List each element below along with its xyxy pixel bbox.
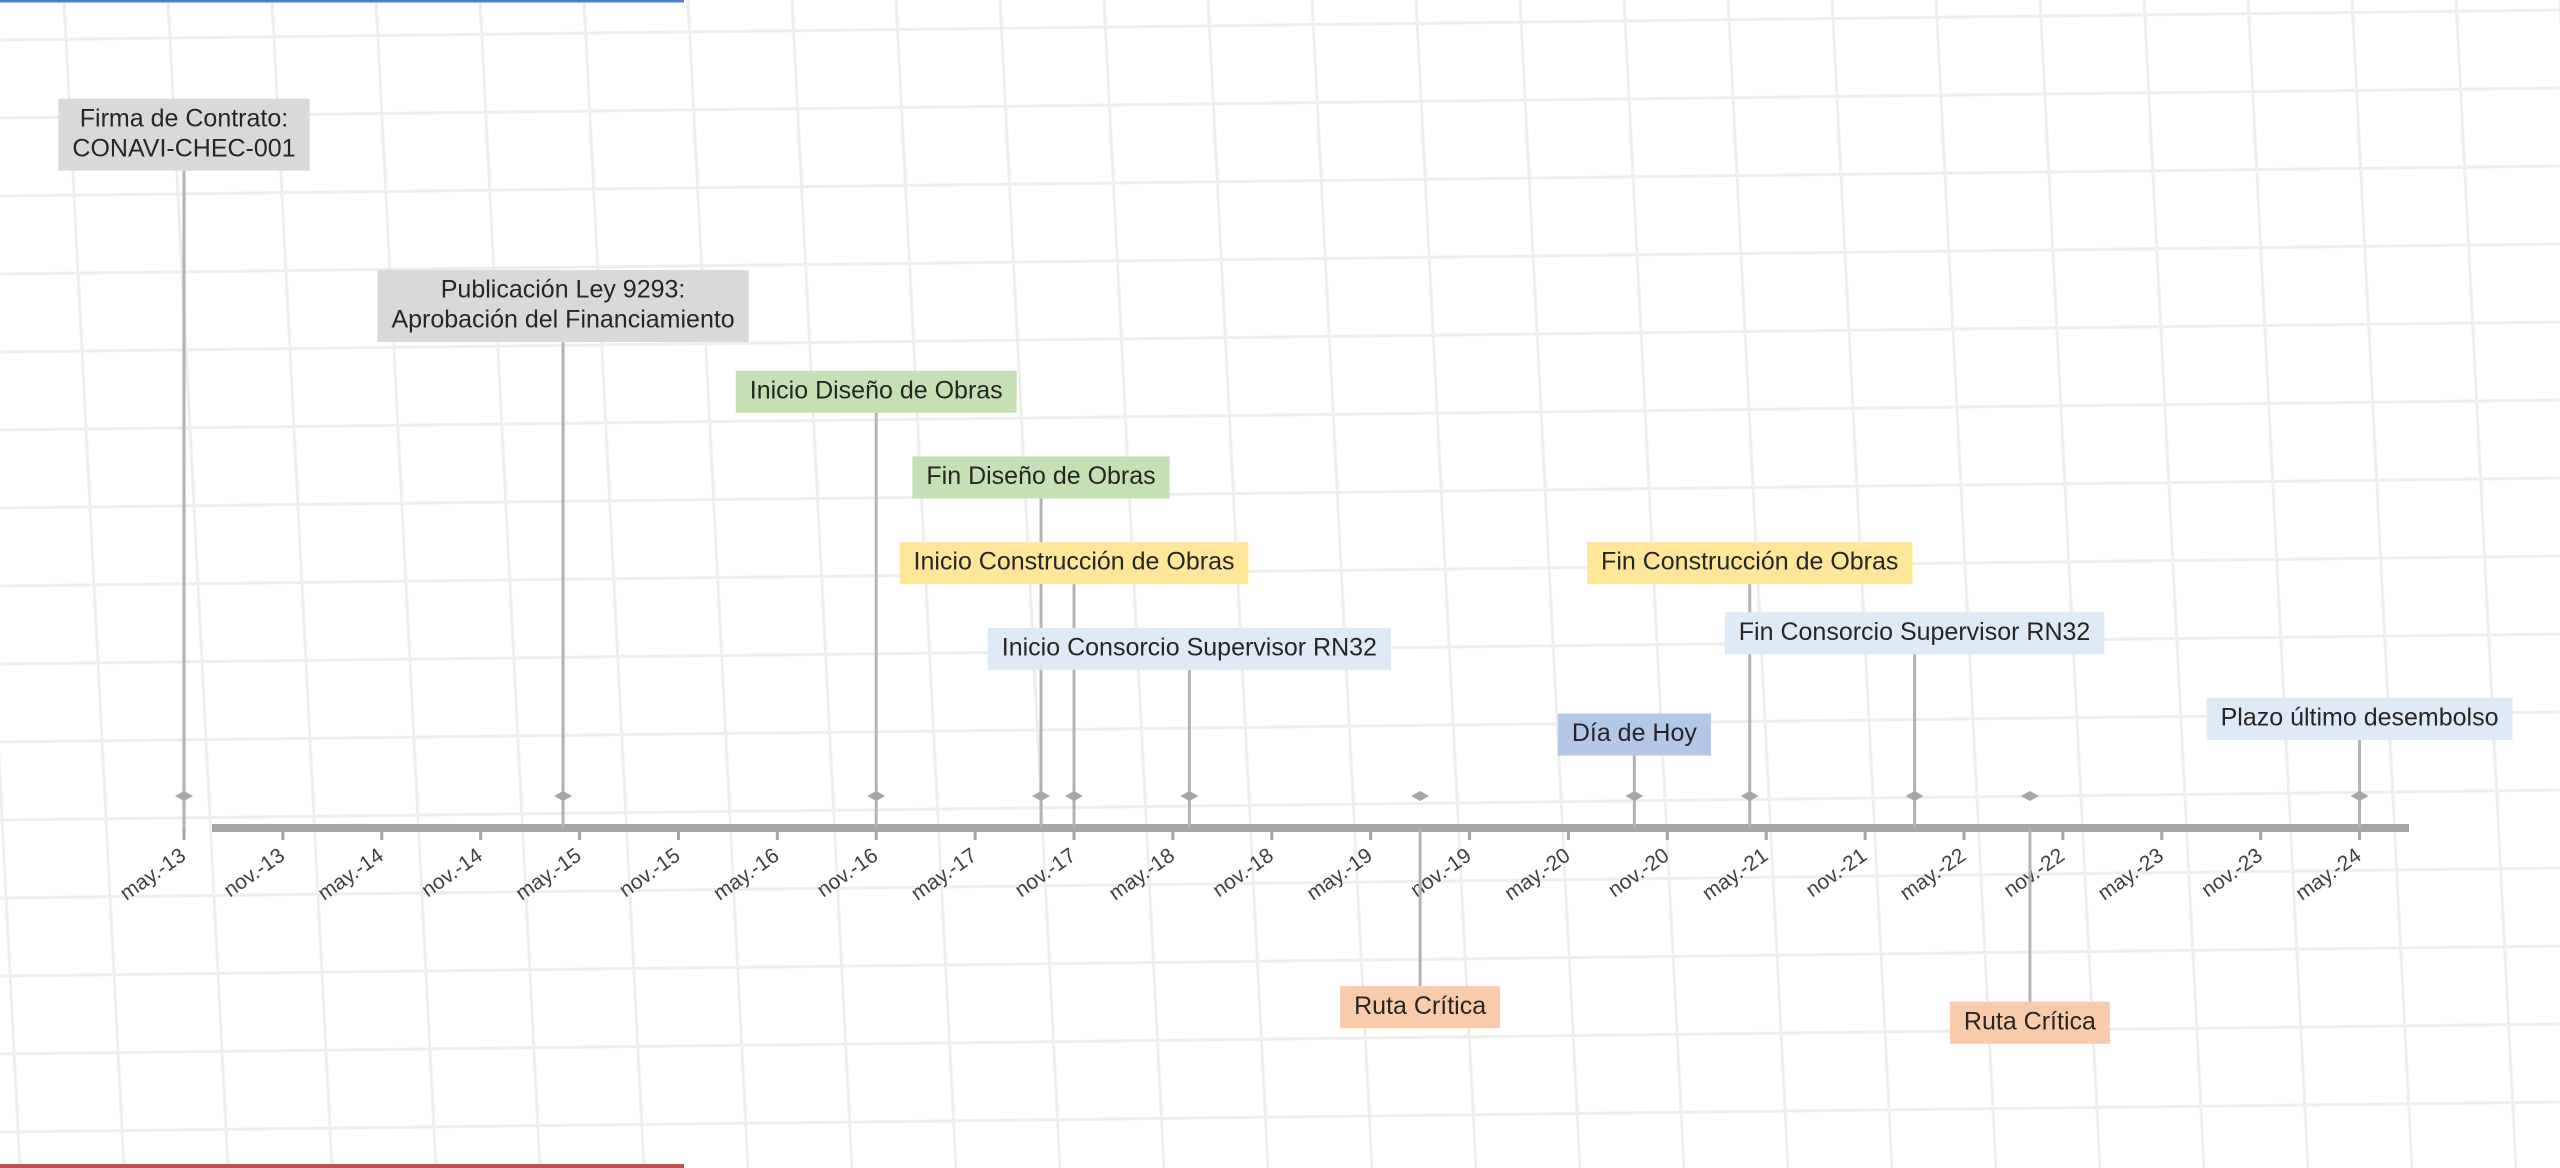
event-marker (1180, 791, 1199, 801)
event-label-box (2206, 697, 2513, 740)
event: Ruta Crítica (1949, 791, 2110, 1044)
tick-label: may.-20 (1500, 844, 1574, 905)
event-label: Ruta Crítica (1354, 992, 1486, 1020)
tick-label: may.-19 (1303, 844, 1377, 905)
event-marker (2350, 791, 2369, 801)
bg-line (0, 476, 2560, 510)
event: Fin Diseño de Obras (912, 456, 1170, 828)
bg-line (0, 788, 2560, 822)
bg-line (0, 866, 2560, 900)
bg-line (2454, 0, 2518, 1168)
bg-line (478, 0, 542, 1168)
bg-line (1414, 0, 1478, 1168)
event-marker (554, 791, 573, 801)
bg-line (0, 1100, 2560, 1134)
bg-line (0, 242, 2560, 276)
event-marker (2020, 791, 2039, 801)
bg-line (374, 0, 438, 1168)
event-marker (867, 791, 886, 801)
event-label: Firma de Contrato: (80, 104, 288, 132)
bg-line (1310, 0, 1374, 1168)
bg-line (0, 8, 2560, 42)
event-marker (1065, 791, 1083, 801)
bg-line (0, 86, 2560, 120)
event: Inicio Diseño de Obras (735, 370, 1017, 828)
tick-label: nov.-21 (1802, 844, 1871, 902)
event-label-box (899, 542, 1249, 585)
bg-line (1934, 0, 1998, 1168)
event: Publicación Ley 9293:Aprobación del Fina… (377, 270, 749, 828)
event-label-box (58, 98, 310, 171)
bg-line (686, 0, 750, 1168)
tick-label: may.-24 (2292, 844, 2366, 906)
tick-label: may.-14 (314, 844, 388, 906)
bg-line (0, 554, 2560, 588)
event-label: Aprobación del Financiamiento (391, 306, 734, 334)
event: Inicio Construcción de Obras (899, 542, 1249, 828)
event-marker (1032, 791, 1051, 801)
bg-line (2246, 0, 2310, 1168)
tick-label: nov.-20 (1604, 844, 1673, 902)
bg-line (0, 944, 2560, 978)
bg-line (2038, 0, 2102, 1168)
bg-line (2350, 0, 2414, 1168)
event: Plazo último desembolso (2206, 697, 2513, 828)
bg-line (790, 0, 854, 1168)
event-label-box (1587, 542, 1913, 585)
bg-line (2142, 0, 2206, 1168)
bg-line (0, 710, 2560, 744)
event-label-box (1557, 713, 1711, 756)
event: Inicio Consorcio Supervisor RN32 (987, 627, 1391, 828)
bg-line (0, 398, 2560, 432)
tick-label: may.-16 (709, 844, 783, 905)
event-label: Inicio Construcción de Obras (914, 548, 1235, 576)
tick-label: nov.-16 (813, 844, 882, 902)
event-label: Inicio Diseño de Obras (750, 376, 1003, 404)
event-label-box (912, 456, 1170, 499)
tick-label: nov.-18 (1209, 844, 1278, 902)
tick-label: nov.-15 (615, 844, 684, 902)
bg-line (582, 0, 646, 1168)
event-marker (1905, 791, 1924, 801)
event-label-box (1949, 1001, 2110, 1044)
event-label-box (735, 370, 1017, 413)
tick-label: nov.-19 (1406, 844, 1475, 902)
event: Día de Hoy (1557, 713, 1711, 828)
event-label: Día de Hoy (1572, 719, 1698, 747)
event-label: Publicación Ley 9293: (441, 276, 686, 304)
event-label-box (1340, 986, 1501, 1029)
event-label: Fin Consorcio Supervisor RN32 (1739, 618, 2091, 646)
event: Fin Consorcio Supervisor RN32 (1724, 612, 2105, 828)
event-marker (1411, 791, 1430, 801)
bg-line (0, 749, 22, 1168)
event-marker (1625, 791, 1644, 801)
event-label-box (1724, 612, 2105, 655)
event: Firma de Contrato:CONAVI-CHEC-001 (58, 98, 310, 828)
event: Fin Construcción de Obras (1587, 542, 1913, 828)
bg-line (1518, 0, 1582, 1168)
event-label: Plazo último desembolso (2221, 704, 2499, 732)
tick-label: nov.-13 (220, 844, 289, 902)
tick-label: may.-17 (907, 844, 981, 905)
event-label: CONAVI-CHEC-001 (72, 134, 295, 162)
event-label: Ruta Crítica (1964, 1007, 2096, 1035)
event-label: Inicio Consorcio Supervisor RN32 (1002, 633, 1377, 661)
event-label-box (987, 627, 1391, 670)
event-marker (175, 791, 193, 801)
event: Ruta Crítica (1340, 791, 1501, 1029)
bg-line (0, 1022, 2560, 1056)
tick-label: may.-18 (1105, 844, 1179, 905)
event-marker (1740, 791, 1759, 801)
event-label-box (377, 270, 749, 343)
tick-label: may.-21 (1698, 844, 1772, 905)
bg-line (0, 320, 2560, 354)
bg-line (0, 164, 2560, 198)
event-label: Fin Construcción de Obras (1601, 548, 1898, 576)
event-label: Fin Diseño de Obras (926, 462, 1155, 490)
